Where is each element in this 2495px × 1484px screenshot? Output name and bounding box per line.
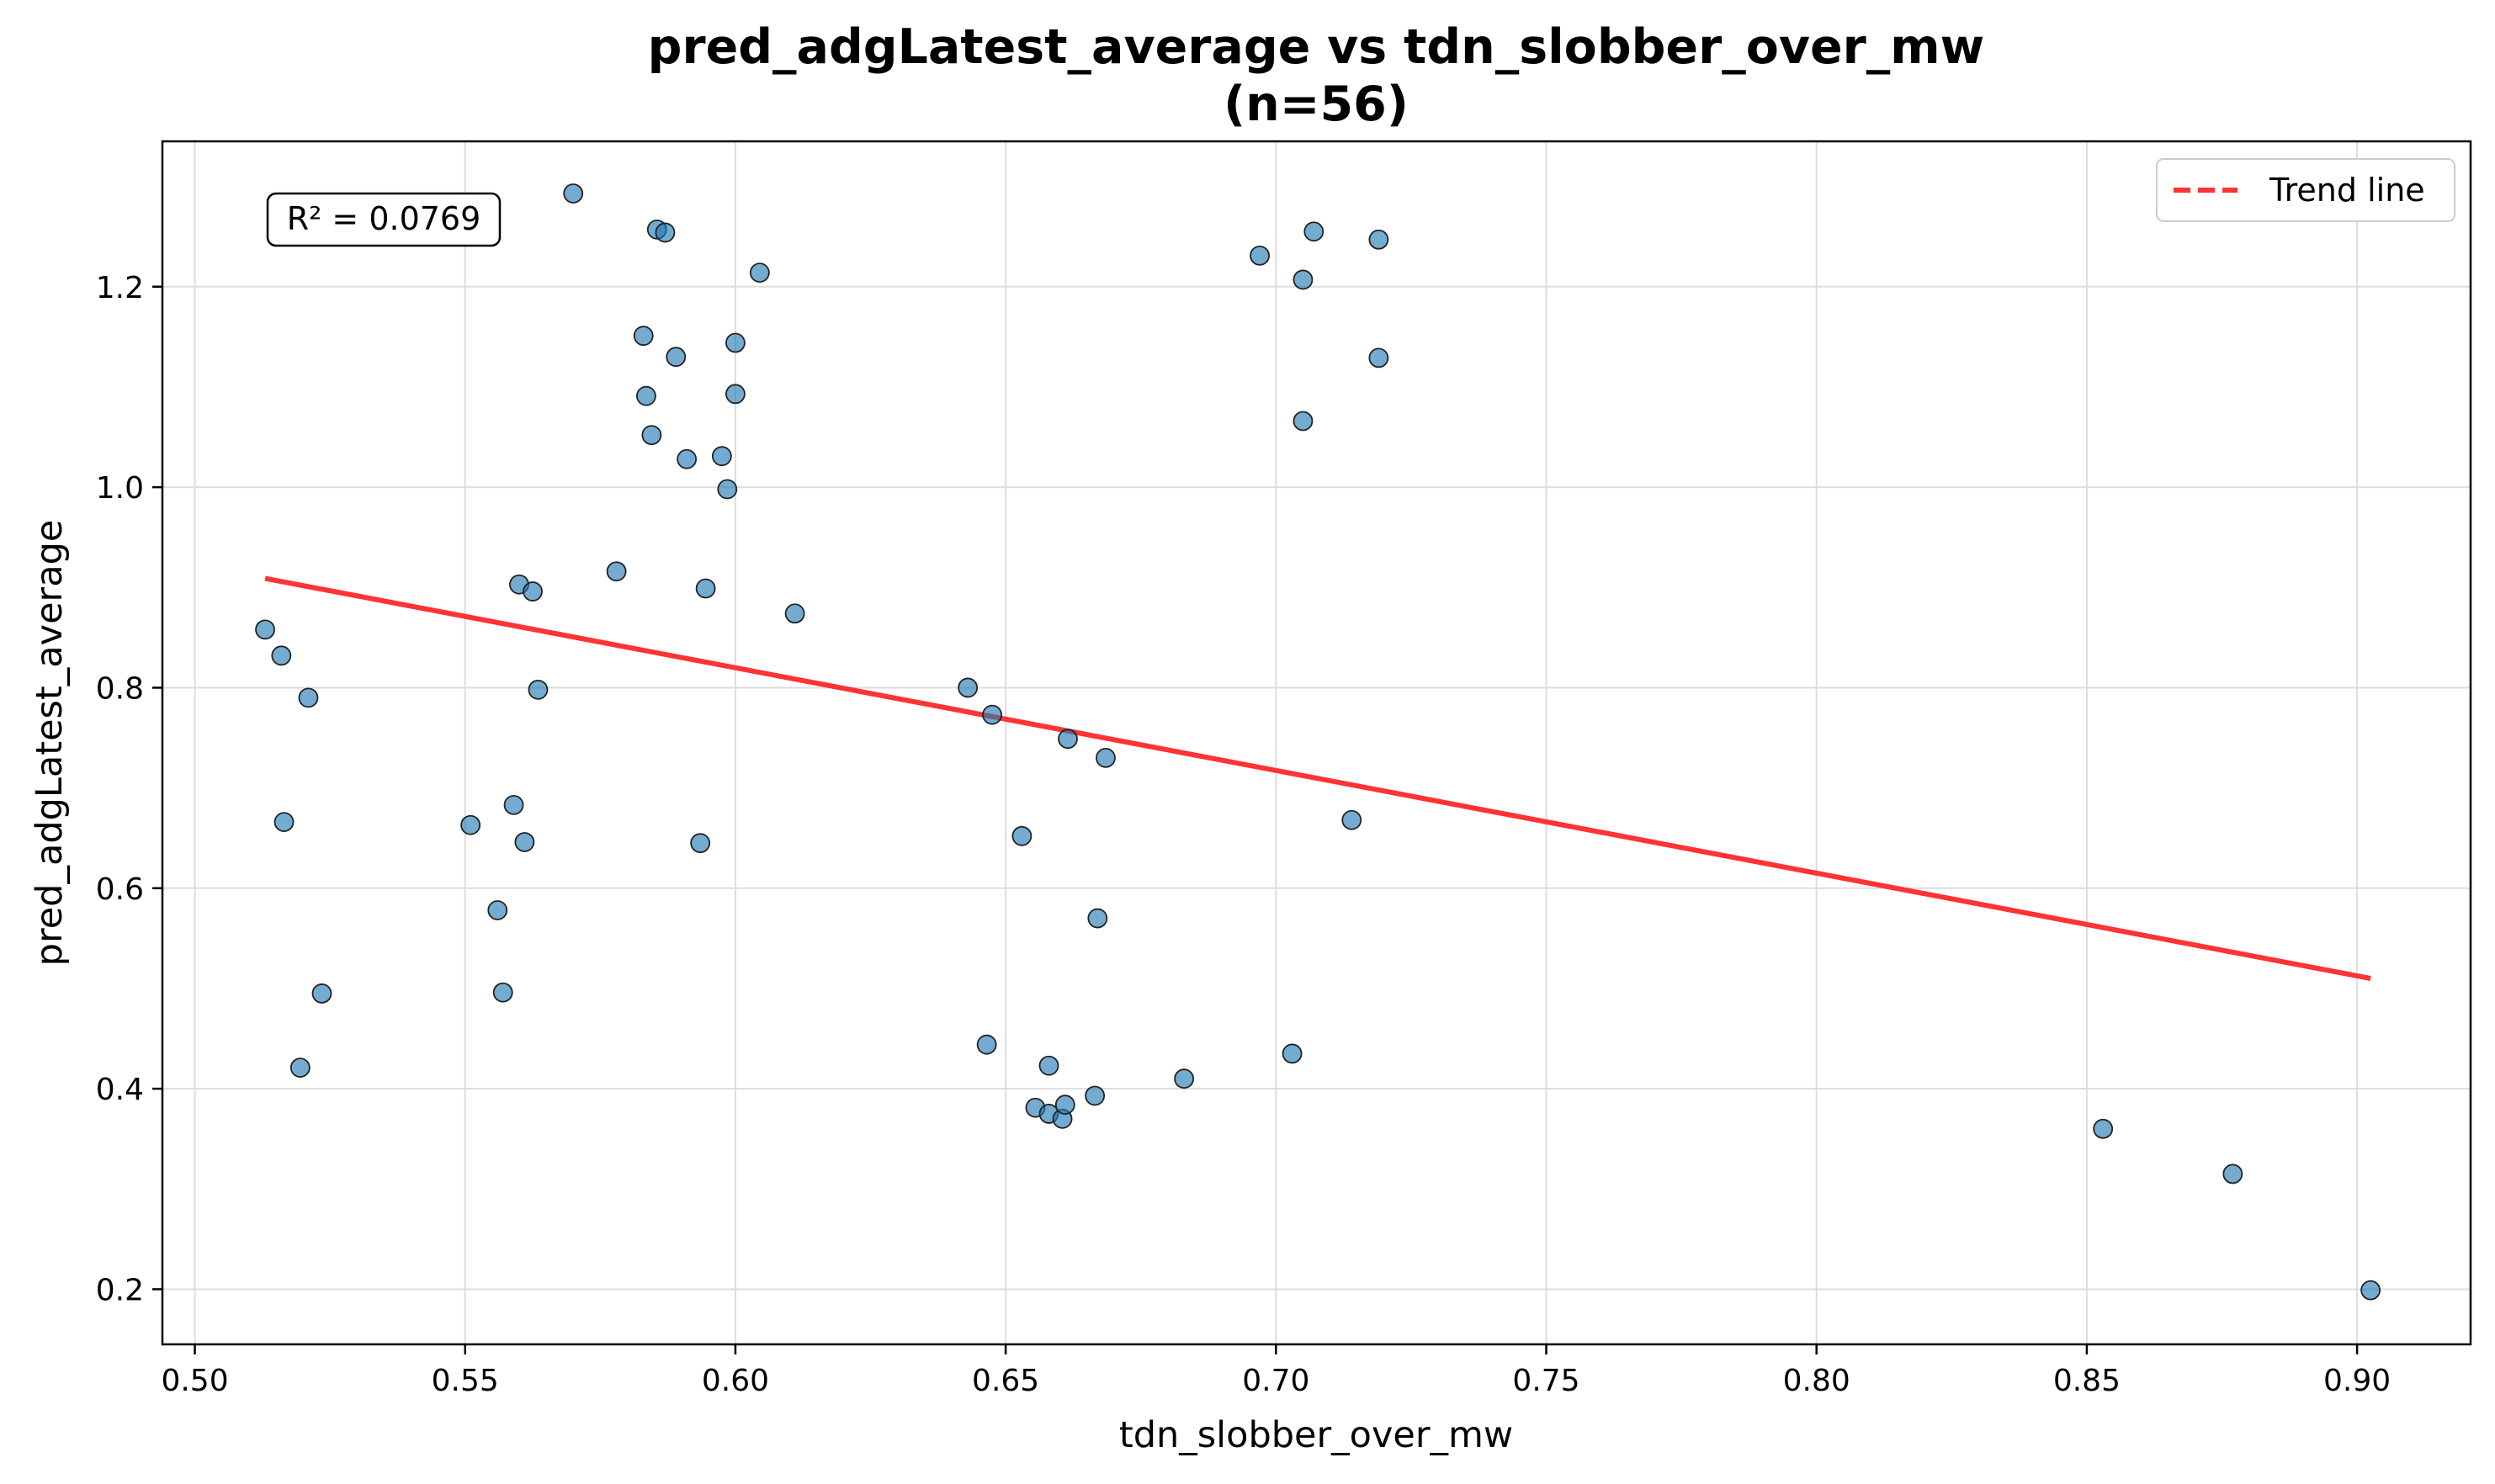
data-point — [784, 603, 805, 624]
data-point — [271, 645, 292, 666]
annotation-box — [266, 192, 502, 247]
x-tick-label: 0.60 — [702, 1364, 769, 1398]
data-point — [2360, 1280, 2381, 1301]
x-tick-label: 0.50 — [161, 1364, 228, 1398]
data-point — [982, 704, 1002, 725]
y-tick-label: 0.2 — [96, 1273, 144, 1307]
data-point — [528, 679, 549, 700]
x-axis-ticks: 0.50 0.55 0.60 0.65 0.70 0.75 0.80 0.85 0.90 — [161, 1344, 2391, 1398]
data-point — [2222, 1163, 2243, 1185]
data-point — [1038, 1055, 1059, 1076]
data-point — [725, 332, 746, 353]
y-tick-label: 0.6 — [96, 872, 144, 907]
data-point — [503, 794, 524, 815]
data-point — [1085, 1085, 1106, 1106]
y-tick-label: 1.0 — [96, 471, 144, 506]
data-point — [695, 578, 716, 599]
x-axis-label: tdn_slobber_over_mw — [1119, 1414, 1513, 1456]
r-squared-annotation: R² = 0.0769 — [266, 192, 502, 247]
x-tick-label: 0.85 — [2053, 1364, 2121, 1398]
x-tick-label: 0.65 — [972, 1364, 1039, 1398]
data-point — [976, 1034, 997, 1055]
data-point — [460, 814, 481, 835]
data-point — [311, 983, 332, 1004]
data-point — [655, 222, 676, 243]
data-point — [1341, 809, 1362, 830]
data-point — [633, 326, 654, 347]
data-point — [717, 479, 738, 500]
data-point — [1087, 908, 1108, 929]
legend: Trend line — [2156, 158, 2455, 222]
data-points — [255, 183, 2381, 1301]
data-point — [677, 448, 698, 469]
data-point — [690, 833, 711, 854]
x-tick-label: 0.55 — [432, 1364, 499, 1398]
data-point — [1058, 729, 1078, 750]
x-tick-label: 0.90 — [2323, 1364, 2391, 1398]
data-point — [1303, 221, 1324, 242]
data-point — [298, 687, 319, 708]
data-point — [1368, 347, 1389, 368]
data-point — [1282, 1043, 1303, 1064]
data-point — [487, 900, 508, 920]
x-tick-label: 0.75 — [1512, 1364, 1579, 1398]
data-point — [1054, 1094, 1075, 1116]
chart-subtitle: (n=56) — [1224, 77, 1409, 132]
data-point — [563, 183, 584, 204]
y-axis-ticks: 0.2 0.4 0.6 0.8 1.0 1.2 — [96, 271, 162, 1307]
data-point — [492, 982, 513, 1003]
trend-line — [264, 575, 2371, 981]
trend-line-layer — [264, 575, 2371, 981]
data-point — [289, 1057, 311, 1078]
data-point — [725, 384, 746, 405]
data-point — [1174, 1068, 1195, 1089]
x-tick-label: 0.70 — [1242, 1364, 1309, 1398]
y-tick-label: 0.4 — [96, 1073, 144, 1107]
plot-frame — [161, 140, 2472, 1346]
data-point — [1293, 411, 1314, 432]
data-point — [255, 619, 275, 640]
data-point — [1293, 269, 1314, 290]
data-point — [666, 347, 687, 368]
data-point — [514, 832, 535, 852]
data-point — [749, 262, 770, 284]
x-tick-label: 0.80 — [1783, 1364, 1850, 1398]
legend-trend-label: Trend line — [2269, 172, 2425, 209]
data-point — [273, 812, 295, 833]
y-tick-label: 0.8 — [96, 671, 144, 706]
data-point — [606, 561, 627, 582]
annotation-text: R² = 0.0769 — [287, 200, 481, 237]
data-point — [1096, 747, 1116, 768]
data-point — [1250, 245, 1270, 266]
chart-title: pred_adgLatest_average vs tdn_slobber_ov… — [648, 19, 1985, 75]
data-point — [523, 581, 543, 602]
legend-box — [2156, 158, 2455, 222]
data-point — [636, 385, 656, 406]
data-point — [1368, 229, 1389, 250]
y-tick-label: 1.2 — [96, 271, 144, 305]
data-point — [711, 446, 732, 467]
data-point — [2093, 1118, 2114, 1139]
data-point — [958, 677, 979, 698]
y-axis-label: pred_adgLatest_average — [29, 520, 71, 967]
data-point — [641, 425, 662, 446]
data-point — [1011, 825, 1033, 846]
